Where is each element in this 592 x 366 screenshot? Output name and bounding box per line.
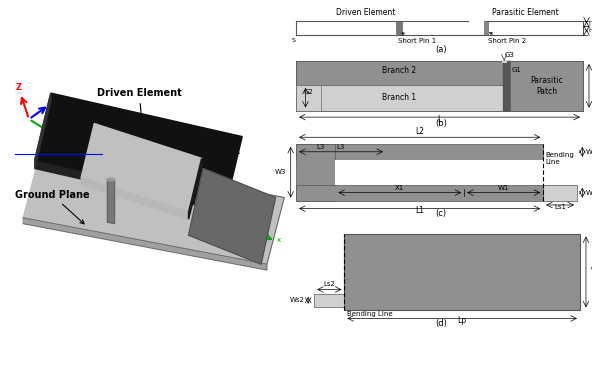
Text: L2: L2 [415, 127, 424, 135]
Text: (c): (c) [436, 209, 446, 218]
Text: Bending Line: Bending Line [348, 311, 393, 317]
Text: L: L [437, 115, 442, 124]
Bar [296, 61, 503, 85]
Bar [296, 185, 543, 201]
Text: x: x [277, 238, 281, 243]
Bar [543, 185, 577, 201]
Bar [296, 61, 503, 111]
Bar [510, 61, 583, 111]
Bar [296, 144, 543, 160]
Text: (b): (b) [435, 119, 447, 127]
Text: Short Pin 2: Short Pin 2 [488, 33, 526, 44]
Text: S: S [291, 38, 295, 43]
Text: Ws2: Ws2 [289, 297, 304, 303]
Bar [314, 294, 345, 307]
Text: W2: W2 [585, 149, 592, 155]
Text: X1: X1 [395, 186, 404, 191]
Text: Driven Element: Driven Element [97, 88, 182, 153]
Text: L1: L1 [415, 206, 424, 215]
Text: Short Pin 1: Short Pin 1 [398, 33, 436, 44]
Bar [345, 234, 580, 310]
Polygon shape [35, 160, 226, 212]
Text: Ground Plane: Ground Plane [14, 190, 89, 224]
Polygon shape [81, 177, 188, 219]
Bar [296, 144, 336, 201]
Text: H: H [588, 28, 592, 33]
Text: W1: W1 [498, 186, 509, 191]
Text: Parasitic Element: Parasitic Element [492, 8, 559, 16]
Text: G2: G2 [304, 89, 313, 95]
Text: Ws1: Ws1 [585, 190, 592, 195]
Text: Ls1: Ls1 [554, 203, 566, 210]
Bar [484, 21, 488, 35]
Polygon shape [107, 179, 115, 224]
Text: Ls2: Ls2 [323, 281, 335, 287]
Bar [336, 160, 543, 185]
Text: Bending
Line: Bending Line [546, 152, 574, 165]
Ellipse shape [107, 178, 115, 181]
Text: (a): (a) [435, 45, 447, 54]
Polygon shape [188, 168, 275, 264]
Polygon shape [23, 151, 284, 264]
Text: Driven Element: Driven Element [336, 8, 395, 16]
Bar [296, 61, 583, 111]
Text: T: T [588, 21, 592, 26]
Text: G1: G1 [511, 67, 521, 73]
Text: Wp: Wp [590, 268, 592, 276]
Text: W3: W3 [275, 169, 287, 175]
Text: Y: Y [52, 95, 57, 104]
Text: G3: G3 [504, 52, 514, 58]
Text: Parasitic
Patch: Parasitic Patch [530, 76, 563, 96]
Polygon shape [23, 218, 267, 270]
Text: Lp: Lp [458, 316, 466, 325]
Text: Z: Z [16, 83, 22, 92]
Text: Branch 2: Branch 2 [382, 67, 416, 75]
Bar [503, 61, 510, 111]
Text: Parasitic
Element: Parasitic Element [194, 134, 242, 214]
Text: Branch 1: Branch 1 [382, 93, 416, 102]
Polygon shape [35, 93, 242, 203]
Text: L3: L3 [337, 144, 345, 150]
Bar [296, 85, 321, 111]
Text: X: X [55, 130, 62, 139]
Polygon shape [35, 93, 51, 168]
Bar [396, 21, 403, 35]
Polygon shape [81, 124, 202, 212]
Text: L3: L3 [316, 144, 324, 150]
Bar [502, 60, 507, 63]
Text: (d): (d) [435, 319, 447, 328]
Polygon shape [188, 158, 202, 219]
